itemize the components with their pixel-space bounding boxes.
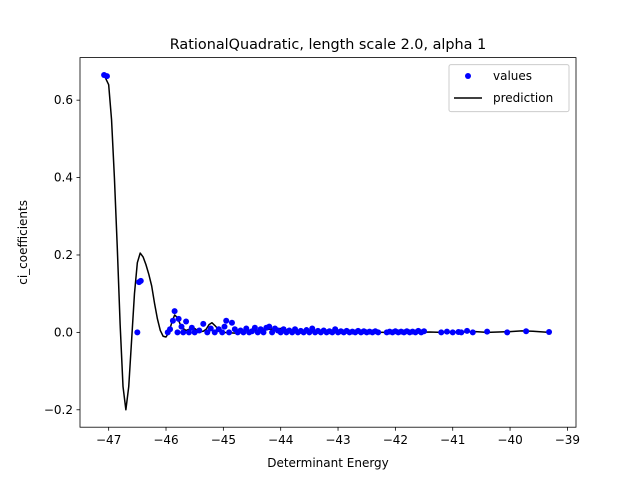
data-point [260,329,267,336]
data-point [167,326,174,333]
data-point [223,317,230,324]
data-point [178,323,185,330]
y-tick-label: 0.4 [54,171,73,185]
data-point [175,315,182,322]
data-point [443,328,450,335]
data-point [375,329,382,336]
data-point [469,329,476,336]
y-axis-ticks: −0.2 0.0 0.2 0.4 0.6 [44,93,80,417]
data-point [221,323,228,330]
data-point [191,329,198,336]
data-point [484,328,491,335]
series-layer [101,72,553,411]
data-point [438,329,445,336]
axes-frame [79,57,577,428]
data-point [207,325,214,332]
data-point [251,324,258,331]
legend-label-values: values [493,69,532,83]
x-tick-label: −41 [440,433,465,447]
x-tick-label: −46 [153,433,178,447]
data-point [180,329,187,336]
data-point [137,277,144,284]
chart-title: RationalQuadratic, length scale 2.0, alp… [170,37,486,53]
data-point [200,320,207,327]
data-point [226,329,233,336]
data-point [171,308,178,315]
data-point [449,329,456,336]
data-point [464,327,471,334]
y-tick-label: 0.2 [54,248,73,262]
legend-marker-values [465,73,471,79]
x-axis-label: Determinant Energy [267,456,389,470]
x-axis-ticks: −47 −46 −45 −44 −43 −42 −41 −40 −39 [96,427,580,447]
data-point [266,323,273,330]
x-tick-label: −45 [211,433,236,447]
legend: values prediction [448,64,570,113]
y-axis-label: ci_coefficients [16,200,30,285]
data-point [204,329,211,336]
x-tick-label: −40 [497,433,522,447]
data-point [458,329,465,336]
data-point [219,329,226,336]
data-point [174,329,181,336]
data-point [228,319,235,326]
plot-area [80,57,576,428]
x-tick-label: −44 [268,433,293,447]
legend-label-prediction: prediction [493,91,553,105]
legend-box [448,64,570,113]
data-point [196,327,203,334]
y-tick-label: 0.0 [54,325,73,339]
y-tick-label: 0.6 [54,93,73,107]
x-tick-label: −39 [555,433,580,447]
y-tick-label: −0.2 [44,403,73,417]
data-point [504,329,511,336]
data-point [523,328,530,335]
data-point [185,329,192,336]
x-tick-label: −47 [96,433,121,447]
data-point [134,329,141,336]
x-tick-label: −42 [383,433,408,447]
data-point [421,328,428,335]
x-tick-label: −43 [325,433,350,447]
data-point [188,324,195,331]
data-point [546,328,553,335]
data-point [169,317,176,324]
data-point [183,318,190,325]
data-point [103,73,110,80]
